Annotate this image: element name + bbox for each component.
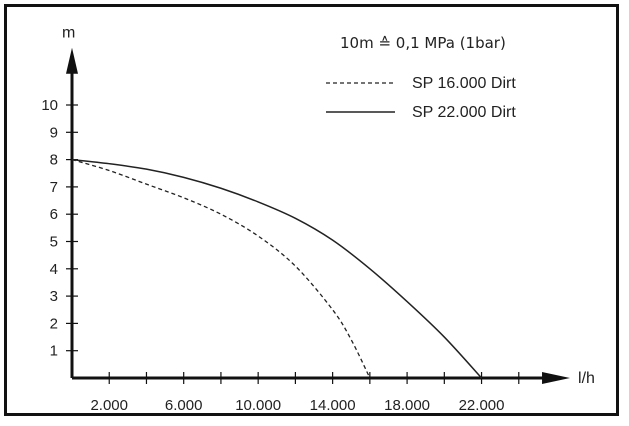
y-tick-label: 3 bbox=[50, 288, 58, 305]
y-tick-label: 4 bbox=[50, 261, 58, 278]
x-axis-unit: l/h bbox=[578, 370, 595, 387]
pressure-conversion-note: 10m ≙ 0,1 MPa (1bar) bbox=[340, 34, 506, 52]
x-tick-label: 18.000 bbox=[384, 397, 430, 414]
chart-frame bbox=[4, 4, 619, 416]
y-ticks: 1 2 3 4 5 6 7 8 9 10 bbox=[41, 97, 78, 360]
x-tick-label: 10.000 bbox=[235, 397, 281, 414]
legend: 10m ≙ 0,1 MPa (1bar) SP 16.000 Dirt SP 2… bbox=[326, 34, 516, 121]
y-axis-unit: m bbox=[62, 25, 75, 42]
y-tick-label: 9 bbox=[50, 124, 58, 141]
y-tick-label: 5 bbox=[50, 234, 58, 251]
x-tick-label: 6.000 bbox=[165, 397, 203, 414]
x-tick-label: 22.000 bbox=[459, 397, 505, 414]
x-axis-arrow-icon bbox=[542, 372, 571, 384]
series-line-sp-22000-dirt bbox=[71, 158, 483, 379]
x-tick-label: 2.000 bbox=[90, 397, 128, 414]
axes: l/h m bbox=[62, 25, 595, 387]
y-tick-label: 2 bbox=[50, 315, 58, 332]
legend-label-sp-16000-dirt: SP 16.000 Dirt bbox=[412, 75, 516, 92]
y-tick-label: 10 bbox=[41, 97, 58, 114]
series-group bbox=[71, 158, 483, 379]
y-axis-arrow-icon bbox=[66, 47, 78, 74]
y-tick-label: 6 bbox=[50, 206, 58, 223]
y-tick-label: 7 bbox=[50, 179, 58, 196]
series-line-sp-16000-dirt bbox=[71, 158, 371, 379]
x-ticks: 2.000 6.000 10.000 14.000 18.000 22.000 bbox=[90, 372, 520, 414]
x-tick-label: 14.000 bbox=[310, 397, 356, 414]
legend-label-sp-22000-dirt: SP 22.000 Dirt bbox=[412, 104, 516, 121]
y-tick-label: 1 bbox=[50, 343, 58, 360]
y-tick-label: 8 bbox=[50, 152, 58, 169]
